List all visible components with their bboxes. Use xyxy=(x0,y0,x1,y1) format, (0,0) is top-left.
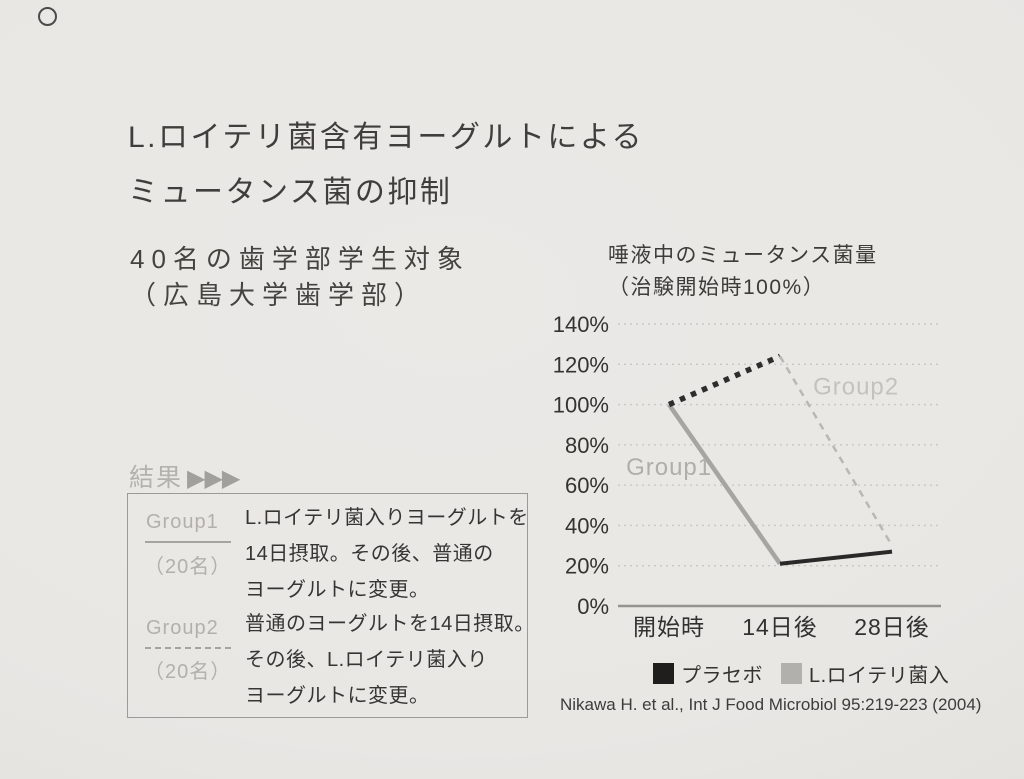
group2-description-line1: 普通のヨーグルトを14日摂取。 xyxy=(245,613,535,635)
mutans-line-chart: 0% 20% 40% 60% 80% 100% 120% 140% 開始時 14日後 28日後 Gro… xyxy=(548,312,968,657)
legend-swatch-icon xyxy=(653,663,674,684)
x-tick-label: 14日後 xyxy=(742,614,818,640)
results-box: Group1 （20名） L.ロイテリ菌入りヨーグルトを 14日摂取。その後、普… xyxy=(127,493,534,718)
study-subjects-line1: 40名の歯学部学生対象 xyxy=(130,244,470,274)
series-label-group1: Group1 xyxy=(626,454,712,481)
legend-item-0: プラセボ xyxy=(653,659,763,688)
y-tick-label: 20% xyxy=(565,554,609,579)
legend-label: プラセボ xyxy=(681,665,763,687)
y-tick-label: 80% xyxy=(565,433,609,458)
legend-swatch-icon xyxy=(781,663,802,684)
series-segment-group1-phase2 xyxy=(779,549,893,566)
group2-dashed-line-key xyxy=(145,647,231,649)
x-tick-label: 28日後 xyxy=(854,614,930,640)
x-tick-label: 開始時 xyxy=(633,614,705,640)
triple-arrow-icon: ▶▶▶ xyxy=(187,465,240,492)
group1-size: （20名） xyxy=(144,556,232,578)
group1-description: L.ロイテリ菌入りヨーグルトを 14日摂取。その後、普通の ヨーグルトに変更。 xyxy=(245,500,529,608)
y-tick-label: 0% xyxy=(577,594,609,619)
legend-item-1: L.ロイテリ菌入 xyxy=(781,659,949,688)
chart-title-line2: （治験開始時100%） xyxy=(608,276,826,299)
y-tick-label: 60% xyxy=(565,473,609,498)
ring-icon xyxy=(38,7,57,26)
chart-canvas: 0% 20% 40% 60% 80% 100% 120% 140% 開始時 14日後 28日後 Gro… xyxy=(553,312,941,640)
group1-label: Group1 xyxy=(146,511,219,533)
chart-title-line1: 唾液中のミュータンス菌量 xyxy=(608,244,878,267)
group2-label: Group2 xyxy=(146,617,219,639)
group2-description: 普通のヨーグルトを14日摂取。 その後、L.ロイテリ菌入り ヨーグルトに変更。 xyxy=(245,606,535,714)
group1-solid-line-key xyxy=(145,541,231,543)
y-tick-label: 100% xyxy=(553,393,609,418)
y-tick-label: 140% xyxy=(553,312,609,337)
group1-description-line1: L.ロイテリ菌入りヨーグルトを xyxy=(245,507,529,529)
group2-description-line3: ヨーグルトに変更。 xyxy=(245,685,430,707)
series-label-group2: Group2 xyxy=(813,374,899,401)
legend-label: L.ロイテリ菌入 xyxy=(809,665,950,687)
group2-description-line2: その後、L.ロイテリ菌入り xyxy=(245,649,488,671)
page-title-line1: L.ロイテリ菌含有ヨーグルトによる xyxy=(128,121,645,154)
results-heading: 結果 ▶▶▶ xyxy=(129,458,240,494)
group1-description-line2: 14日摂取。その後、普通の xyxy=(245,543,494,565)
page-title-line2: ミュータンス菌の抑制 xyxy=(128,176,453,209)
group2-size: （20名） xyxy=(144,661,232,683)
group1-description-line3: ヨーグルトに変更。 xyxy=(245,579,430,601)
series-segment-group2-phase2 xyxy=(778,355,894,547)
series-segment-group2-phase1 xyxy=(667,353,782,408)
series-segment-group1-phase1 xyxy=(667,403,782,565)
y-tick-label: 40% xyxy=(565,513,609,538)
y-tick-label: 120% xyxy=(553,352,609,377)
study-subjects-line2: （広島大学歯学部） xyxy=(130,280,428,310)
chart-legend: プラセボ L.ロイテリ菌入 xyxy=(653,659,949,688)
citation-text: Nikawa H. et al., Int J Food Microbiol 9… xyxy=(560,695,982,714)
results-heading-label: 結果 xyxy=(129,464,184,492)
